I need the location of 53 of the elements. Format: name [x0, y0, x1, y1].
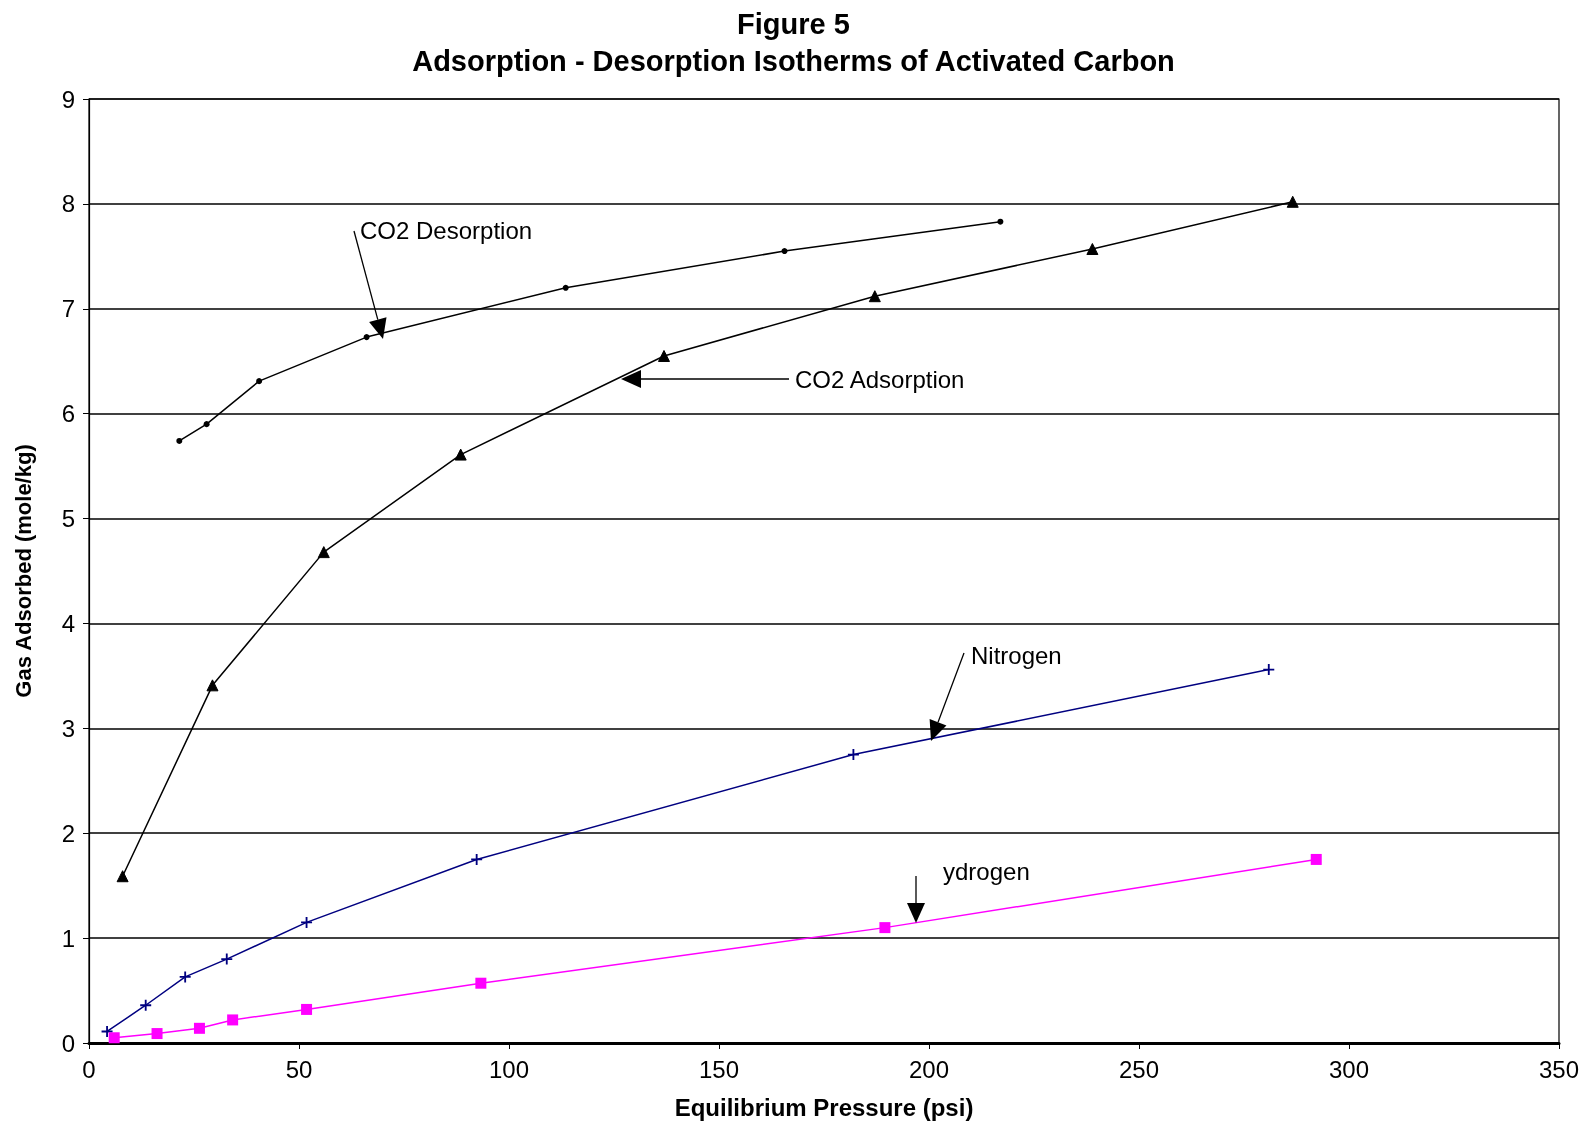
point: [116, 870, 129, 883]
point: [454, 448, 467, 461]
point: [221, 953, 233, 965]
y-tick-label: 2: [61, 819, 75, 847]
y-tick-label: 1: [61, 924, 75, 952]
x-tick-label: 250: [1118, 1055, 1160, 1083]
point: [108, 1032, 120, 1044]
point: [151, 1028, 163, 1040]
point: [562, 284, 569, 291]
y-tick-label: 9: [61, 85, 75, 113]
x-tick-label: 150: [698, 1055, 740, 1083]
y-tick-label: 0: [61, 1029, 75, 1057]
point: [363, 334, 370, 341]
y-axis-title: Gas Adsorbed (mole/kg): [10, 444, 36, 698]
point: [256, 378, 263, 385]
point: [879, 922, 891, 934]
point: [1263, 664, 1275, 676]
point: [868, 290, 881, 303]
point: [317, 546, 330, 559]
y-tick-label: 6: [61, 400, 75, 428]
point: [1086, 242, 1099, 255]
point: [227, 1014, 239, 1026]
point: [203, 421, 210, 428]
x-tick-label: 0: [82, 1055, 96, 1083]
point: [1310, 853, 1322, 865]
x-tick-label: 350: [1538, 1055, 1580, 1083]
point: [781, 248, 788, 255]
chart-subtitle: Adsorption - Desorption Isotherms of Activated Carbon: [412, 44, 1175, 77]
point: [475, 977, 487, 989]
y-tick-label: 7: [61, 295, 75, 323]
point: [657, 349, 670, 362]
annotation: ydrogen: [943, 858, 1030, 886]
point: [206, 679, 219, 692]
point: [176, 437, 183, 444]
chart-title: Figure 5: [737, 7, 850, 40]
x-tick-label: 300: [1328, 1055, 1370, 1083]
point: [179, 971, 191, 983]
point: [193, 1022, 205, 1034]
point: [1286, 195, 1299, 208]
annotation: Nitrogen: [971, 642, 1062, 670]
y-tick-label: 5: [61, 505, 75, 533]
annotation: CO2 Desorption: [360, 217, 533, 245]
x-tick-label: 100: [488, 1055, 530, 1083]
x-axis-title: Equilibrium Pressure (psi): [674, 1093, 974, 1121]
x-tick-label: 50: [285, 1055, 313, 1083]
point: [301, 1003, 313, 1015]
y-tick-label: 4: [61, 609, 75, 637]
annotation: CO2 Adsorption: [795, 366, 965, 394]
y-tick-label: 3: [61, 714, 75, 742]
x-tick-label: 200: [908, 1055, 950, 1083]
y-tick-label: 8: [61, 190, 75, 218]
point: [997, 218, 1004, 225]
point: [140, 999, 152, 1011]
